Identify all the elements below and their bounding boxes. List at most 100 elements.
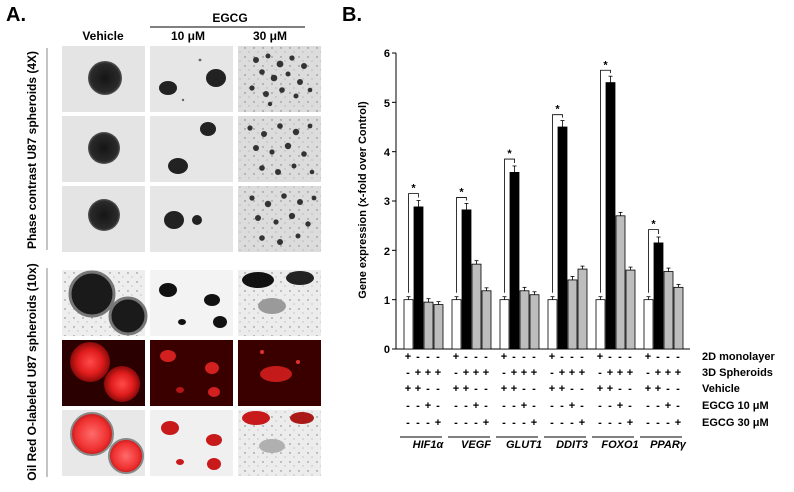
condition-sign: - [550, 400, 554, 412]
condition-sign: + [415, 383, 421, 395]
micrograph-oilred-merge-10um [150, 410, 233, 476]
condition-sign: - [474, 417, 478, 429]
condition-sign: - [598, 367, 602, 379]
micrograph-phase-30um-2 [238, 116, 321, 182]
condition-sign: - [580, 383, 584, 395]
condition-sign: - [666, 383, 670, 395]
condition-sign: + [521, 367, 527, 379]
condition-sign: - [484, 383, 488, 395]
condition-sign: + [645, 351, 651, 363]
section-label-phase-contrast: Phase contrast U87 spheroids (4X) [25, 51, 39, 249]
condition-sign: + [521, 400, 527, 412]
condition-sign: + [569, 400, 575, 412]
condition-sign: - [656, 351, 660, 363]
condition-sign: - [560, 351, 564, 363]
bar [673, 286, 684, 350]
significance-bracket [504, 158, 515, 293]
condition-label-vehicle: Vehicle [702, 383, 740, 395]
condition-sign: - [454, 367, 458, 379]
condition-sign: - [474, 351, 478, 363]
condition-sign: - [628, 400, 632, 412]
condition-sign: + [607, 383, 613, 395]
condition-sign: + [597, 351, 603, 363]
condition-sign: - [608, 351, 612, 363]
condition-sign: - [426, 417, 430, 429]
column-header-30um: 30 μM [253, 29, 287, 43]
condition-sign: - [426, 351, 430, 363]
condition-sign: + [627, 417, 633, 429]
condition-sign: + [463, 367, 469, 379]
condition-sign: + [483, 417, 489, 429]
condition-sign: + [435, 417, 441, 429]
bar [663, 271, 674, 350]
significance-bracket [456, 197, 467, 293]
y-tick-label: 4 [384, 147, 391, 159]
condition-sign: - [618, 383, 622, 395]
condition-sign: + [425, 400, 431, 412]
condition-sign: - [628, 351, 632, 363]
condition-sign: + [415, 367, 421, 379]
condition-sign: + [405, 383, 411, 395]
condition-sign: - [666, 351, 670, 363]
condition-sign: - [570, 383, 574, 395]
bar [461, 209, 472, 350]
bar [643, 299, 654, 350]
condition-sign: + [569, 367, 575, 379]
condition-sign: - [676, 383, 680, 395]
micrograph-oilred-merge-vehicle [62, 410, 145, 476]
condition-sign: + [665, 400, 671, 412]
condition-sign: - [618, 351, 622, 363]
bar-chart: *+ - - -- + + ++ + - -- - + -- - - +*+ - - -- + + ++ + - -- - + -- -… [392, 52, 690, 438]
condition-sign: + [453, 351, 459, 363]
bar [529, 294, 540, 350]
bar [413, 206, 424, 350]
condition-sign: + [453, 383, 459, 395]
condition-sign: - [656, 417, 660, 429]
bar [653, 242, 664, 350]
condition-sign: + [579, 367, 585, 379]
bar [433, 304, 444, 350]
significance-star: * [507, 148, 512, 160]
condition-sign: - [598, 400, 602, 412]
bar [509, 171, 520, 350]
micrograph-phase-10um-2 [150, 116, 233, 182]
condition-sign: - [464, 417, 468, 429]
condition-sign: - [560, 400, 564, 412]
condition-sign: - [474, 383, 478, 395]
condition-sign: - [464, 400, 468, 412]
condition-sign: - [570, 417, 574, 429]
condition-sign: + [531, 417, 537, 429]
condition-sign: - [676, 351, 680, 363]
condition-sign: - [532, 383, 536, 395]
micrograph-phase-10um-1 [150, 46, 233, 112]
condition-sign: - [454, 417, 458, 429]
condition-sign: + [597, 383, 603, 395]
bar [451, 299, 462, 350]
condition-sign: + [531, 367, 537, 379]
bar [577, 268, 588, 350]
condition-sign: - [406, 367, 410, 379]
condition-sign: - [666, 417, 670, 429]
micrograph-oilred-merge-30um [238, 410, 321, 476]
condition-sign: - [484, 351, 488, 363]
significance-bracket [408, 193, 419, 293]
panel-b-letter: B. [342, 4, 362, 26]
micrograph-oilred-gray-10um [150, 270, 233, 336]
bar [423, 301, 434, 350]
gene-label: DDIT3 [556, 439, 588, 451]
condition-sign: + [559, 383, 565, 395]
condition-sign: - [532, 400, 536, 412]
condition-sign: - [464, 351, 468, 363]
bar [403, 299, 414, 350]
micrograph-phase-vehicle-2 [62, 116, 145, 182]
y-tick-label: 2 [384, 246, 390, 258]
significance-star: * [603, 59, 608, 71]
y-tick-label: 5 [384, 98, 390, 110]
condition-sign: + [607, 367, 613, 379]
condition-sign: - [646, 400, 650, 412]
condition-sign: + [655, 367, 661, 379]
gene-label: GLUT1 [506, 439, 542, 451]
micrograph-phase-vehicle-1 [62, 46, 145, 112]
micrograph-oilred-fluor-vehicle [62, 340, 145, 406]
